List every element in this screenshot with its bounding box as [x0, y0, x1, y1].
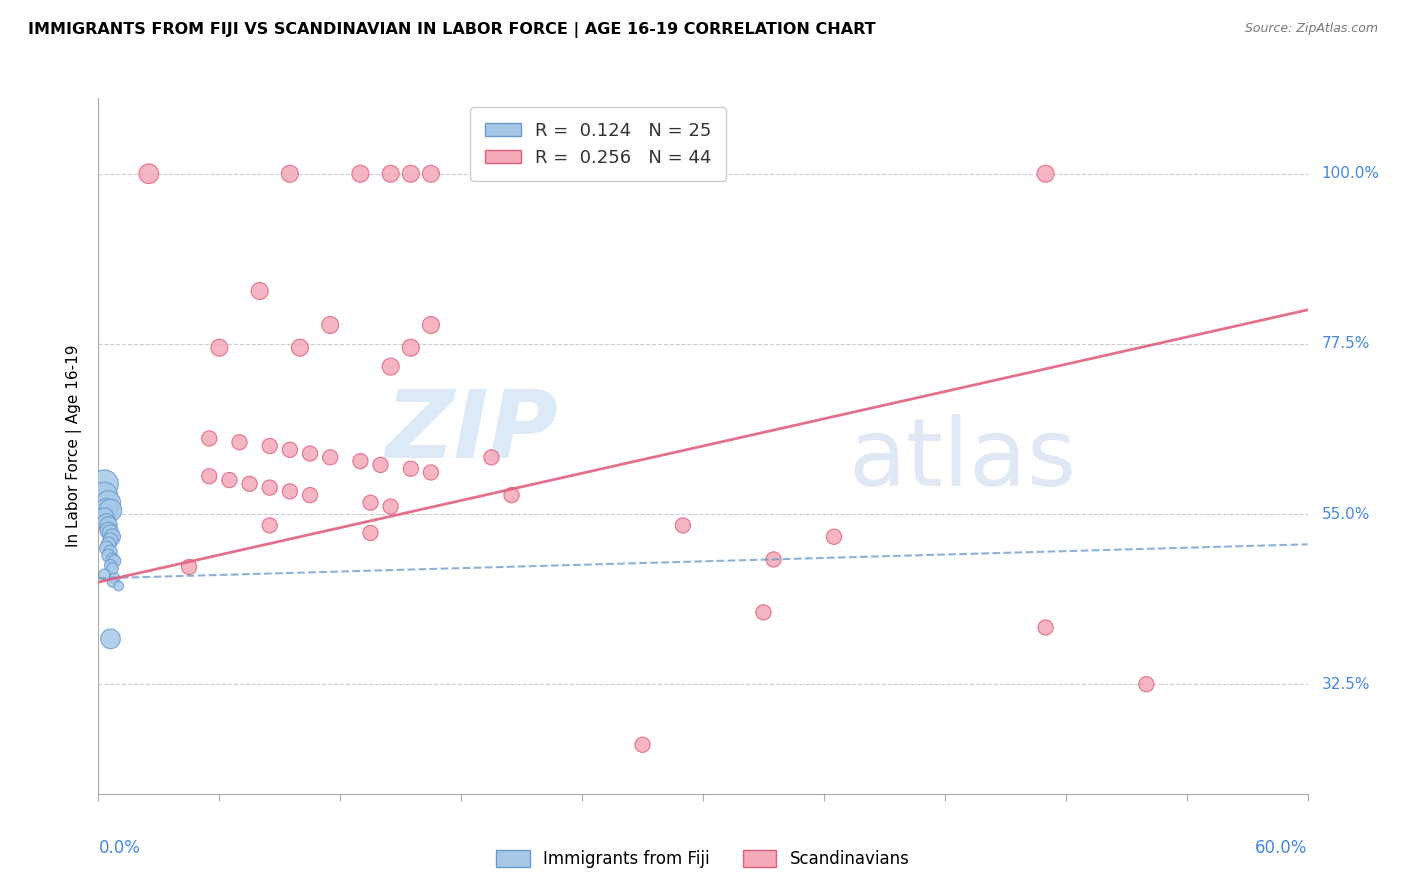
Point [96, 503, 118, 517]
Point [93, 476, 115, 491]
Text: IMMIGRANTS FROM FIJI VS SCANDINAVIAN IN LABOR FORCE | AGE 16-19 CORRELATION CHAR: IMMIGRANTS FROM FIJI VS SCANDINAVIAN IN … [28, 22, 876, 38]
Point [259, 439, 281, 453]
Point [360, 526, 382, 541]
Point [319, 318, 342, 332]
Text: Source: ZipAtlas.com: Source: ZipAtlas.com [1244, 22, 1378, 36]
Point [97, 518, 120, 533]
Point [299, 446, 322, 460]
Point [96, 516, 118, 530]
Point [278, 167, 301, 181]
Point [380, 359, 402, 374]
Point [208, 341, 231, 355]
Point [419, 318, 441, 332]
Point [100, 533, 122, 548]
Point [259, 518, 281, 533]
Point [97, 496, 120, 510]
Point [93, 567, 115, 582]
Text: 60.0%: 60.0% [1256, 839, 1308, 857]
Point [100, 558, 122, 573]
Text: 0.0%: 0.0% [98, 839, 141, 857]
Point [419, 167, 441, 181]
Point [349, 454, 371, 468]
Point [100, 503, 122, 517]
Text: ZIP: ZIP [385, 386, 558, 478]
Point [249, 284, 271, 298]
Text: 100.0%: 100.0% [1322, 166, 1379, 181]
Point [239, 476, 262, 491]
Point [399, 167, 422, 181]
Point [93, 511, 115, 525]
Point [278, 442, 301, 457]
Point [288, 341, 311, 355]
Point [93, 488, 115, 502]
Point [97, 549, 120, 563]
Point [823, 530, 845, 544]
Point [107, 579, 129, 593]
Y-axis label: In Labor Force | Age 16-19: In Labor Force | Age 16-19 [66, 344, 83, 548]
Legend: Immigrants from Fiji, Scandinavians: Immigrants from Fiji, Scandinavians [489, 843, 917, 875]
Point [501, 488, 523, 502]
Point [370, 458, 392, 472]
Point [399, 341, 422, 355]
Point [399, 461, 422, 475]
Point [319, 450, 342, 465]
Point [259, 481, 281, 495]
Point [419, 466, 441, 480]
Legend: R =  0.124   N = 25, R =  0.256   N = 44: R = 0.124 N = 25, R = 0.256 N = 44 [470, 107, 725, 181]
Point [360, 496, 382, 510]
Point [1035, 620, 1057, 634]
Point [96, 541, 118, 555]
Point [672, 518, 695, 533]
Point [380, 500, 402, 514]
Text: 55.0%: 55.0% [1322, 507, 1369, 522]
Text: 32.5%: 32.5% [1322, 677, 1369, 691]
Point [100, 545, 122, 559]
Point [177, 560, 201, 574]
Point [101, 575, 124, 590]
Point [97, 524, 120, 538]
Point [101, 530, 124, 544]
Point [752, 606, 775, 620]
Text: atlas: atlas [848, 414, 1077, 506]
Point [481, 450, 503, 465]
Point [97, 537, 120, 551]
Text: 77.5%: 77.5% [1322, 336, 1369, 351]
Point [100, 632, 122, 646]
Point [1135, 677, 1157, 691]
Point [198, 469, 221, 483]
Point [103, 571, 125, 585]
Point [299, 488, 322, 502]
Point [1035, 167, 1057, 181]
Point [198, 432, 221, 446]
Point [101, 552, 124, 566]
Point [218, 473, 240, 487]
Point [101, 561, 124, 575]
Point [138, 167, 160, 181]
Point [349, 167, 371, 181]
Point [380, 167, 402, 181]
Point [278, 484, 301, 499]
Point [631, 738, 654, 752]
Point [100, 526, 122, 541]
Point [103, 554, 125, 568]
Point [228, 435, 250, 450]
Point [762, 552, 785, 566]
